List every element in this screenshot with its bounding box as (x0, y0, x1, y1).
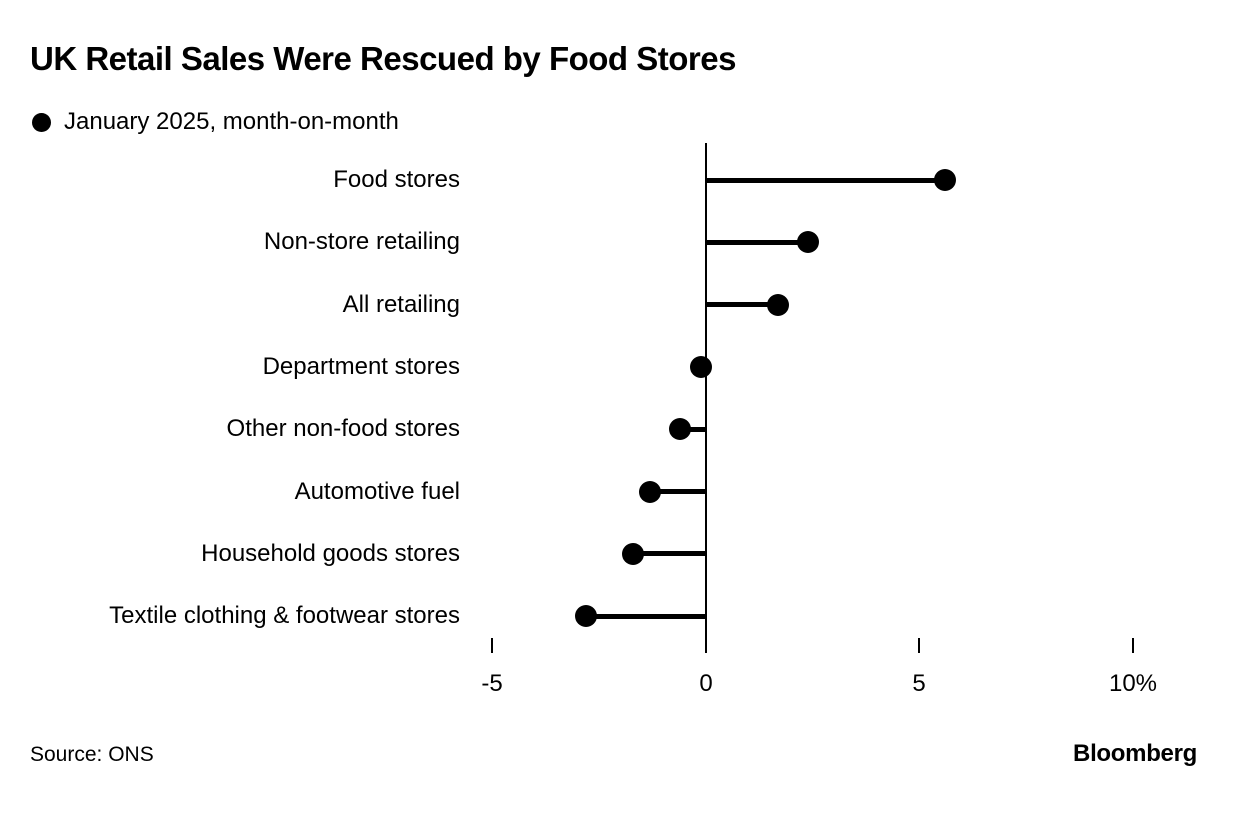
x-axis-tick (1132, 638, 1134, 653)
category-label: Automotive fuel (294, 478, 460, 505)
lollipop-stem (706, 178, 945, 183)
lollipop-dot (690, 356, 712, 378)
lollipop-stem (633, 551, 706, 556)
legend-dot-icon (32, 112, 51, 132)
lollipop-stem (650, 489, 706, 494)
x-axis-tick (491, 638, 493, 653)
category-label: Textile clothing & footwear stores (109, 602, 460, 629)
lollipop-stem (706, 240, 808, 245)
x-axis-tick (918, 638, 920, 653)
legend-label: January 2025, month-on-month (64, 108, 399, 135)
lollipop-dot (797, 231, 819, 253)
x-axis-tick-label: 5 (912, 670, 926, 697)
category-label: Department stores (262, 353, 460, 380)
lollipop-dot (669, 418, 691, 440)
lollipop-stem (680, 427, 706, 432)
category-label: Household goods stores (201, 540, 460, 567)
x-axis-tick-label: -5 (481, 670, 503, 697)
lollipop-stem (706, 302, 779, 307)
lollipop-dot (934, 169, 956, 191)
bloomberg-logo: Bloomberg (1073, 740, 1197, 767)
category-label: All retailing (342, 291, 460, 318)
lollipop-dot (767, 294, 789, 316)
chart-title: UK Retail Sales Were Rescued by Food Sto… (30, 40, 736, 77)
lollipop-dot (575, 605, 597, 627)
lollipop-stem (586, 614, 706, 619)
zero-axis-line (704, 143, 707, 653)
category-label: Food stores (333, 166, 460, 193)
category-label: Non-store retailing (263, 228, 460, 255)
lollipop-dot (622, 543, 644, 565)
category-label: Other non-food stores (226, 415, 460, 442)
x-axis-tick-label: 0 (699, 670, 713, 697)
source-note: Source: ONS (30, 743, 154, 766)
legend: January 2025, month-on-month (32, 108, 399, 136)
x-axis-tick-label: 10% (1108, 670, 1158, 697)
lollipop-dot (639, 481, 661, 503)
